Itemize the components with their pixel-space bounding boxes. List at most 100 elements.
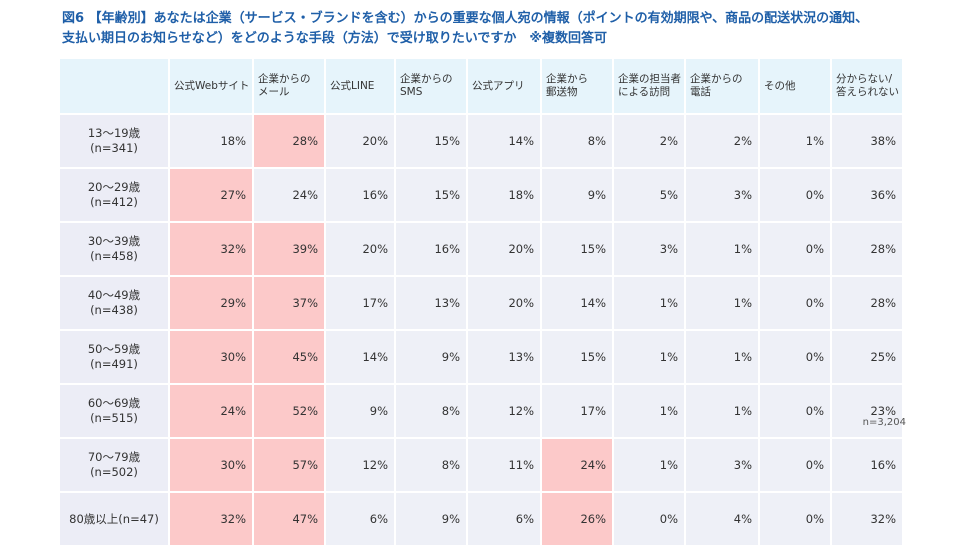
data-cell: 25% — [832, 331, 902, 383]
data-cell: 9% — [326, 385, 394, 437]
data-cell: 20% — [326, 115, 394, 167]
data-cell: 28% — [832, 277, 902, 329]
row-label: 13～19歳 (n=341) — [60, 115, 168, 167]
data-cell: 20% — [468, 223, 540, 275]
data-cell: 9% — [396, 331, 466, 383]
row-label-text: 60～69歳 — [87, 396, 141, 410]
data-cell: 30% — [170, 331, 252, 383]
column-header-label: 企業からの SMS — [400, 73, 453, 98]
data-cell: 14% — [468, 115, 540, 167]
table-row: 20～29歳 (n=412) 27% 24% 16% 15% 18% 9% 5% 3% 0% 36% — [60, 169, 902, 221]
row-label-text: 30～39歳 — [87, 234, 141, 248]
column-header-label: 公式Webサイト — [174, 79, 250, 92]
data-cell: 8% — [396, 439, 466, 491]
row-label: 50～59歳 (n=491) — [60, 331, 168, 383]
data-cell: 15% — [542, 223, 612, 275]
data-cell: 16% — [832, 439, 902, 491]
data-cell: 24% — [542, 439, 612, 491]
column-header-label: 分からない/ 答えられない — [836, 73, 899, 98]
row-label: 70～79歳 (n=502) — [60, 439, 168, 491]
data-cell: 1% — [686, 223, 758, 275]
data-cell: 1% — [760, 115, 830, 167]
column-header: 企業から 郵送物 — [542, 59, 612, 113]
data-cell: 30% — [170, 439, 252, 491]
data-cell: 0% — [760, 493, 830, 545]
data-cell: 16% — [396, 223, 466, 275]
data-cell: 15% — [542, 331, 612, 383]
row-label-text: (n=412) — [90, 195, 138, 209]
table-row: 30～39歳 (n=458) 32% 39% 20% 16% 20% 15% 3% 1% 0% 28% — [60, 223, 902, 275]
data-cell: 8% — [542, 115, 612, 167]
data-cell: 24% — [170, 385, 252, 437]
data-cell: 18% — [468, 169, 540, 221]
data-cell: 18% — [170, 115, 252, 167]
row-label-text: (n=515) — [90, 411, 138, 425]
data-cell: 0% — [760, 385, 830, 437]
data-cell: 4% — [686, 493, 758, 545]
data-cell: 3% — [614, 223, 684, 275]
table-row: 60～69歳 (n=515) 24% 52% 9% 8% 12% 17% 1% 1% 0% 23% — [60, 385, 902, 437]
data-cell: 9% — [396, 493, 466, 545]
data-cell: 2% — [614, 115, 684, 167]
data-cell: 0% — [760, 223, 830, 275]
column-header: 企業からの 電話 — [686, 59, 758, 113]
row-label-text: (n=438) — [90, 303, 138, 317]
data-cell: 11% — [468, 439, 540, 491]
data-cell: 6% — [468, 493, 540, 545]
data-cell: 32% — [170, 493, 252, 545]
row-label: 20～29歳 (n=412) — [60, 169, 168, 221]
column-header: 企業の担当者 による訪問 — [614, 59, 684, 113]
column-header: その他 — [760, 59, 830, 113]
data-cell: 17% — [326, 277, 394, 329]
data-cell: 32% — [170, 223, 252, 275]
data-cell: 15% — [396, 169, 466, 221]
data-cell: 29% — [170, 277, 252, 329]
data-cell: 32% — [832, 493, 902, 545]
row-label-text: 13～19歳 — [87, 126, 141, 140]
data-cell: 2% — [686, 115, 758, 167]
row-label-text: (n=502) — [90, 465, 138, 479]
data-cell: 1% — [614, 439, 684, 491]
sample-size-note: n=3,204 — [862, 417, 906, 428]
data-cell: 14% — [542, 277, 612, 329]
data-cell: 1% — [614, 277, 684, 329]
column-header-label: 公式アプリ — [472, 79, 525, 92]
title-line-2: 支払い期日のお知らせなど）をどのような手段（方法）で受け取りたいですか ※複数回… — [62, 31, 607, 46]
table-row: 80歳以上(n=47) 32% 47% 6% 9% 6% 26% 0% 4% 0% 32% — [60, 493, 902, 545]
row-label-text: 50～59歳 — [87, 342, 141, 356]
results-table: 公式Webサイト 企業からの メール 公式LINE 企業からの SMS 公式アプリ 企業か… — [58, 57, 904, 547]
column-header-label: 企業の担当者 による訪問 — [618, 73, 681, 98]
row-label: 40～49歳 (n=438) — [60, 277, 168, 329]
column-header: 企業からの メール — [254, 59, 324, 113]
data-cell: 3% — [686, 439, 758, 491]
data-cell: 0% — [760, 169, 830, 221]
row-label: 80歳以上(n=47) — [60, 493, 168, 545]
data-cell: 14% — [326, 331, 394, 383]
data-cell: 52% — [254, 385, 324, 437]
data-cell: 20% — [326, 223, 394, 275]
row-label-text: 70～79歳 — [87, 450, 141, 464]
column-header-label: 企業からの 電話 — [690, 73, 743, 98]
row-label-text: (n=458) — [90, 249, 138, 263]
table-row: 70～79歳 (n=502) 30% 57% 12% 8% 11% 24% 1% 3% 0% 16% — [60, 439, 902, 491]
table-row: 50～59歳 (n=491) 30% 45% 14% 9% 13% 15% 1% 1% 0% 25% — [60, 331, 902, 383]
data-cell: 1% — [614, 385, 684, 437]
data-cell: 12% — [326, 439, 394, 491]
data-cell: 24% — [254, 169, 324, 221]
data-cell: 8% — [396, 385, 466, 437]
header-row: 公式Webサイト 企業からの メール 公式LINE 企業からの SMS 公式アプリ 企業か… — [60, 59, 902, 113]
column-header: 公式Webサイト — [170, 59, 252, 113]
row-label-text: 20～29歳 — [87, 180, 141, 194]
column-header-label: その他 — [764, 79, 796, 92]
row-label-text: (n=341) — [90, 141, 138, 155]
title-line-1: 図6 【年齢別】あなたは企業（サービス・ブランドを含む）からの重要な個人宛の情報… — [62, 11, 869, 26]
data-cell: 1% — [686, 385, 758, 437]
data-cell: 3% — [686, 169, 758, 221]
data-cell: 26% — [542, 493, 612, 545]
header-corner — [60, 59, 168, 113]
data-cell: 1% — [686, 331, 758, 383]
column-header: 企業からの SMS — [396, 59, 466, 113]
data-cell: 13% — [396, 277, 466, 329]
data-cell: 9% — [542, 169, 612, 221]
data-cell: 1% — [686, 277, 758, 329]
